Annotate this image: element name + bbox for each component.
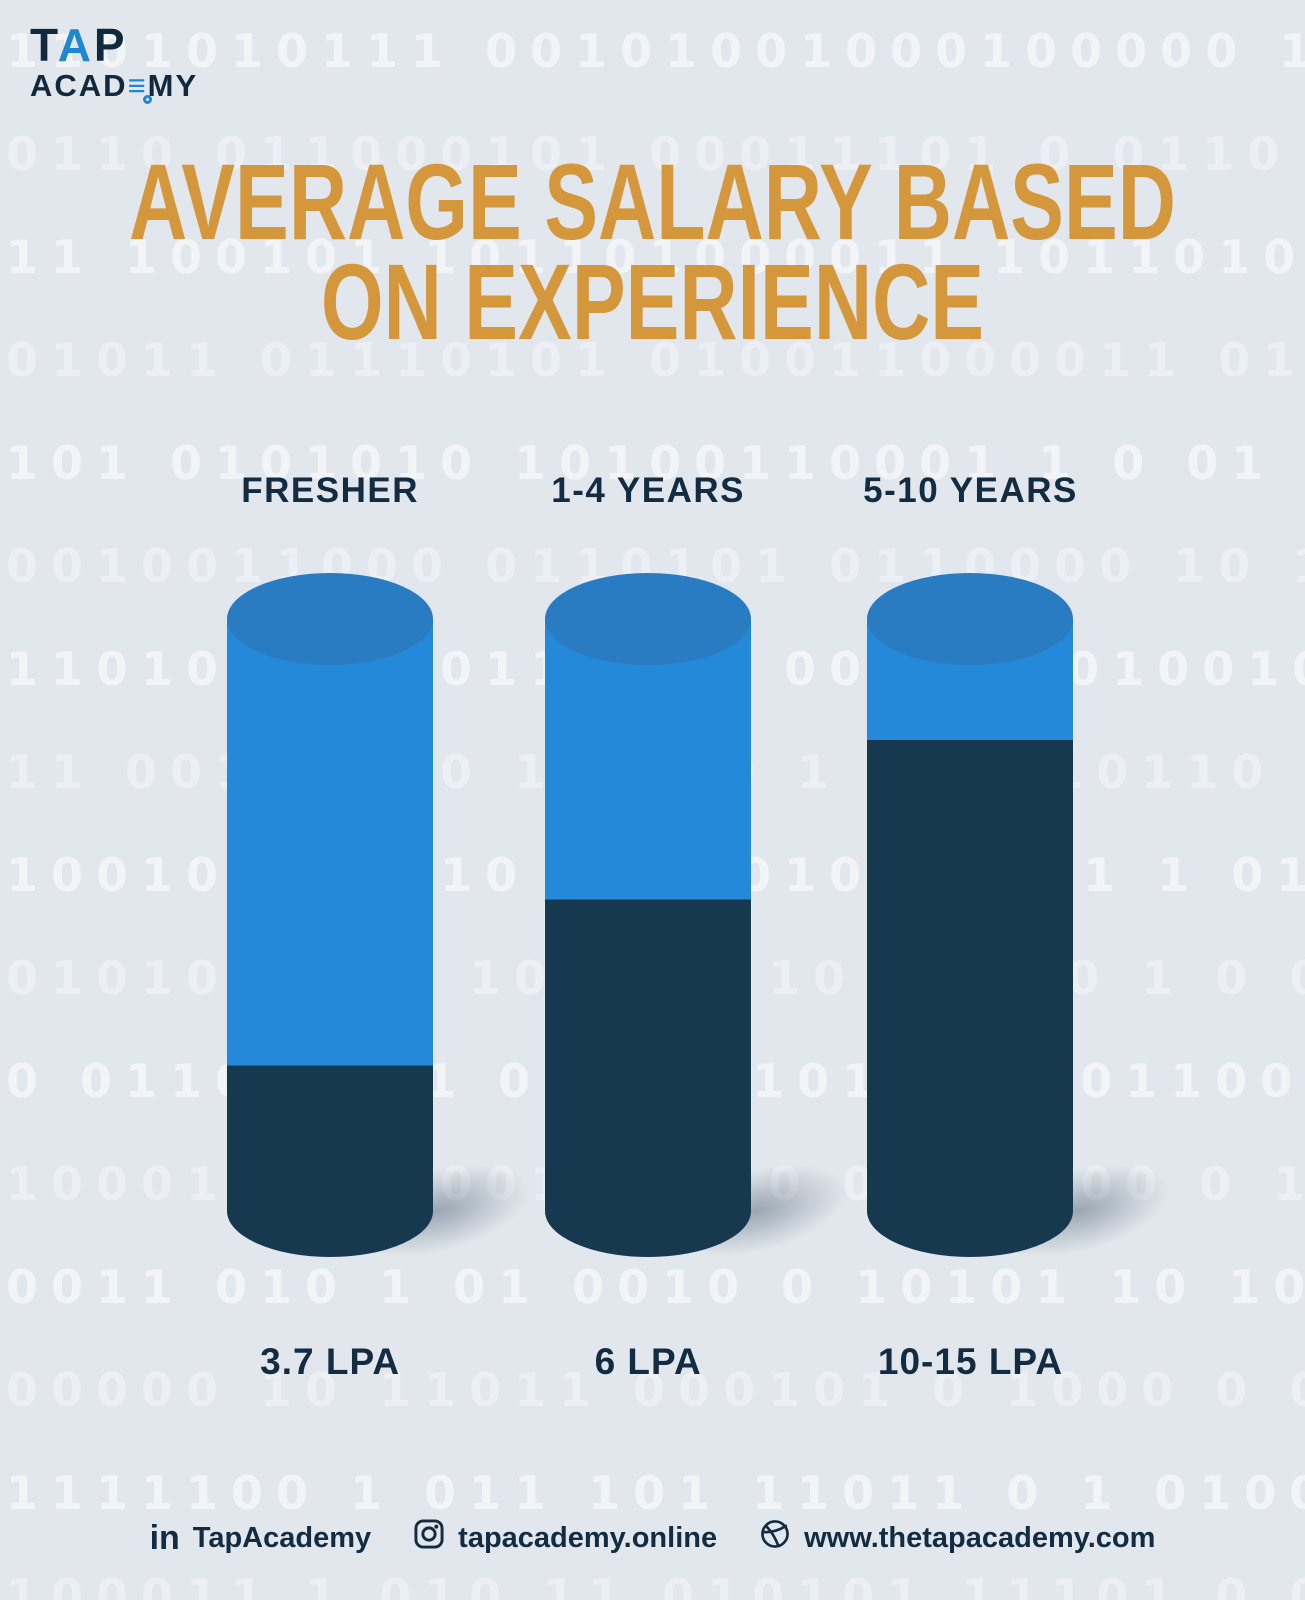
salary-value: 6 LPA — [594, 1341, 702, 1382]
website-link[interactable]: www.thetapacademy.com — [759, 1518, 1155, 1558]
logo-academy: ACAD≡ MY — [30, 68, 1305, 104]
salary-cylinder — [227, 573, 588, 1304]
chart-column-5-10-years: 5-10 YEARS 10-15 LPA — [863, 471, 1228, 1383]
salary-cylinder-chart: FRESHER 3.7 LPA 1-4 YEARS 6 LPA 5-10 — [0, 471, 1305, 1383]
experience-label: 5-10 YEARS — [863, 471, 1078, 510]
cylinder-top-ellipse — [867, 573, 1074, 665]
title-line-1: AVERAGE SALARY BASED — [129, 142, 1176, 263]
experience-label: 1-4 YEARS — [551, 471, 745, 510]
salary-value: 10-15 LPA — [877, 1341, 1064, 1382]
chart-column-fresher: FRESHER 3.7 LPA — [227, 471, 588, 1383]
salary-cylinder — [545, 573, 906, 1304]
cylinder-top-ellipse — [545, 573, 752, 665]
website-label: www.thetapacademy.com — [804, 1521, 1156, 1554]
logo-acad: ACAD — [30, 68, 128, 103]
experience-label: FRESHER — [241, 471, 419, 510]
linkedin-handle[interactable]: in TapAcademy — [150, 1521, 372, 1555]
instagram-label: tapacademy.online — [458, 1521, 718, 1554]
instagram-icon — [413, 1518, 445, 1558]
instagram-handle[interactable]: tapacademy.online — [413, 1518, 717, 1558]
logo-stylized-e: ≡ — [127, 68, 152, 104]
tap-academy-logo: TAP ACAD≡ MY — [0, 0, 1305, 104]
logo-e-bars: ≡ — [127, 68, 148, 103]
logo-my: MY — [147, 68, 199, 103]
cylinder-body — [545, 619, 752, 1257]
logo-letter-t: T — [30, 19, 58, 71]
logo-tap: TAP — [30, 22, 1305, 68]
linkedin-icon: in — [149, 1519, 180, 1557]
magnifier-icon — [142, 95, 152, 104]
salary-value: 3.7 LPA — [260, 1341, 401, 1382]
globe-icon — [759, 1518, 791, 1558]
cylinder-body — [227, 619, 434, 1257]
salary-cylinder — [867, 573, 1228, 1304]
chart-column-1-4-years: 1-4 YEARS 6 LPA — [545, 471, 906, 1383]
logo-letter-p: P — [93, 19, 128, 71]
footer-social-bar: in TapAcademy tapacademy.online www.thet… — [0, 1518, 1305, 1558]
cylinder-top-ellipse — [227, 573, 434, 665]
cylinder-body — [867, 619, 1074, 1257]
linkedin-label: TapAcademy — [192, 1521, 372, 1554]
title-line-2: ON EXPERIENCE — [320, 242, 985, 363]
page-title: AVERAGE SALARY BASED ON EXPERIENCE — [0, 146, 1305, 358]
logo-letter-a: A — [57, 19, 94, 71]
